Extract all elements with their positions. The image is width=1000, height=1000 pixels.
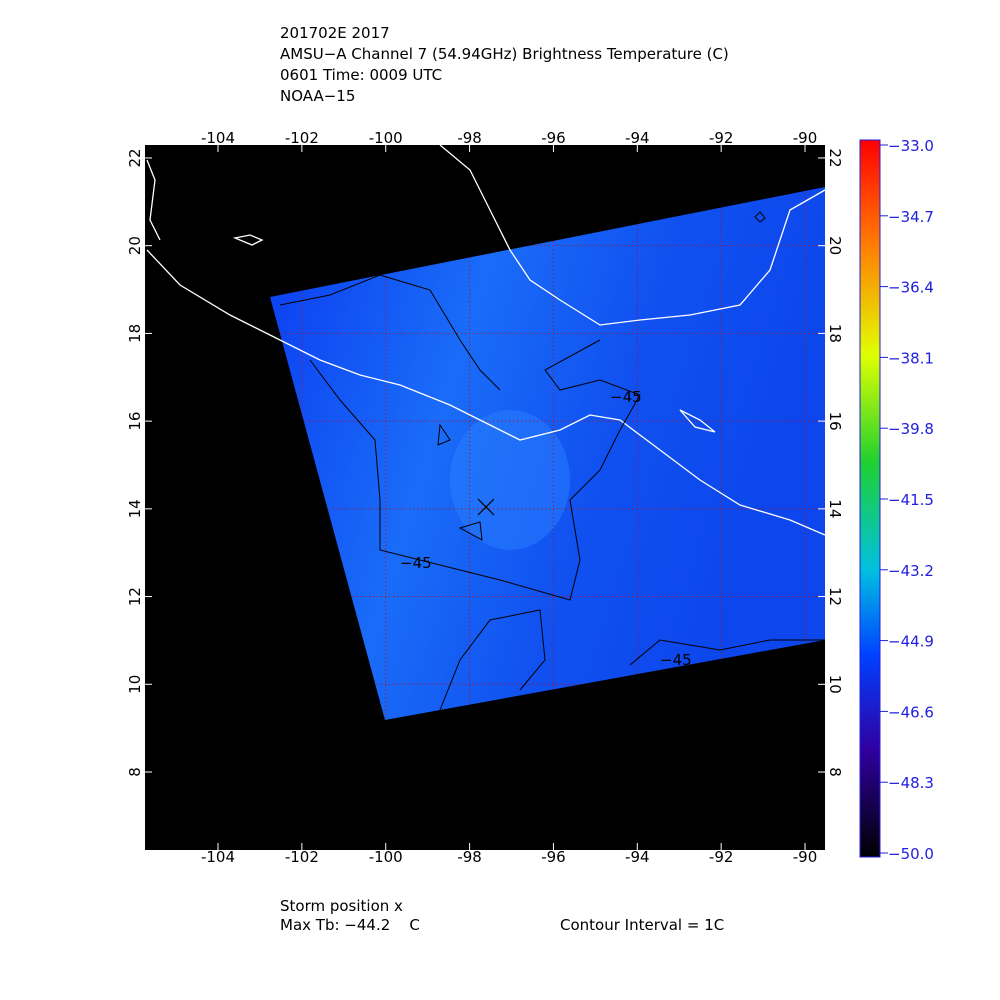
lon-tick-label: -98 bbox=[457, 848, 482, 866]
lat-tick-label: 8 bbox=[126, 767, 144, 777]
lat-tick-label: 14 bbox=[126, 499, 144, 518]
colorbar-label: −50.0 bbox=[888, 845, 934, 863]
coastline bbox=[146, 144, 826, 536]
lat-tick-label: 10 bbox=[126, 675, 144, 694]
lon-tick-label: -102 bbox=[285, 129, 319, 147]
colorbar-label: −48.3 bbox=[888, 774, 934, 792]
header-line: AMSU−A Channel 7 (54.94GHz) Brightness T… bbox=[280, 45, 729, 63]
contour-label: −45 bbox=[610, 388, 642, 406]
lat-tick-label: 16 bbox=[826, 412, 844, 431]
colorbar-label: −33.0 bbox=[888, 137, 934, 155]
contour-labels: −45 −45 −45 bbox=[400, 388, 692, 669]
colorbar-label: −41.5 bbox=[888, 491, 934, 509]
lat-tick-label: 20 bbox=[826, 236, 844, 255]
lat-tick-label: 18 bbox=[826, 324, 844, 343]
colorbar-label: −46.6 bbox=[888, 703, 934, 721]
colorbar-ticks: −33.0 −34.7 −36.4 −38.1 −39.8 −41.5 −43.2 −44.9… bbox=[880, 137, 934, 863]
colorbar-label: −38.1 bbox=[888, 349, 934, 367]
lat-tick-label: 12 bbox=[826, 587, 844, 606]
colorbar bbox=[859, 139, 881, 858]
header-line: NOAA−15 bbox=[280, 87, 355, 105]
warm-area bbox=[450, 410, 570, 550]
axes: -104 -104 -102 -102 -100 -100 -98 -98 -96 -96 -94 -… bbox=[126, 129, 844, 866]
colorbar-label: −39.8 bbox=[888, 420, 934, 438]
header-line: 201702E 2017 bbox=[280, 24, 390, 42]
lon-tick-label: -102 bbox=[285, 848, 319, 866]
colorbar-label: −36.4 bbox=[888, 279, 934, 297]
lon-tick-label: -104 bbox=[201, 129, 235, 147]
lat-tick-label: 22 bbox=[826, 148, 844, 167]
lon-tick-label: -92 bbox=[709, 129, 734, 147]
lat-tick-label: 10 bbox=[826, 675, 844, 694]
lon-tick-label: -100 bbox=[369, 848, 403, 866]
lon-tick-label: -104 bbox=[201, 848, 235, 866]
contour-label: −45 bbox=[400, 554, 432, 572]
lat-tick-label: 22 bbox=[126, 148, 144, 167]
lon-tick-label: -98 bbox=[457, 129, 482, 147]
contours bbox=[279, 211, 825, 711]
max-tb: Max Tb: −44.2 C bbox=[280, 916, 420, 934]
lat-tick-label: 12 bbox=[126, 587, 144, 606]
lon-tick-label: -100 bbox=[369, 129, 403, 147]
lon-tick-label: -94 bbox=[625, 129, 650, 147]
header-line: 0601 Time: 0009 UTC bbox=[280, 66, 442, 84]
lon-tick-label: -90 bbox=[793, 848, 818, 866]
contour-interval: Contour Interval = 1C bbox=[560, 916, 724, 934]
colorbar-label: −44.9 bbox=[888, 633, 934, 651]
lat-tick-label: 18 bbox=[126, 324, 144, 343]
contour-label: −45 bbox=[660, 651, 692, 669]
lat-tick-label: 20 bbox=[126, 236, 144, 255]
colorbar-label: −43.2 bbox=[888, 562, 934, 580]
storm-position bbox=[477, 498, 495, 516]
lon-tick-label: -96 bbox=[541, 848, 566, 866]
colorbar-label: −34.7 bbox=[888, 208, 934, 226]
lon-tick-label: -90 bbox=[793, 129, 818, 147]
lat-tick-label: 8 bbox=[826, 767, 844, 777]
storm-label: Storm position x bbox=[280, 897, 403, 915]
lat-tick-label: 16 bbox=[126, 412, 144, 431]
lat-tick-label: 14 bbox=[826, 499, 844, 518]
header: 201702E 2017 AMSU−A Channel 7 (54.94GHz) … bbox=[280, 24, 729, 105]
lon-tick-label: -94 bbox=[625, 848, 650, 866]
lon-tick-label: -96 bbox=[541, 129, 566, 147]
lon-tick-label: -92 bbox=[709, 848, 734, 866]
